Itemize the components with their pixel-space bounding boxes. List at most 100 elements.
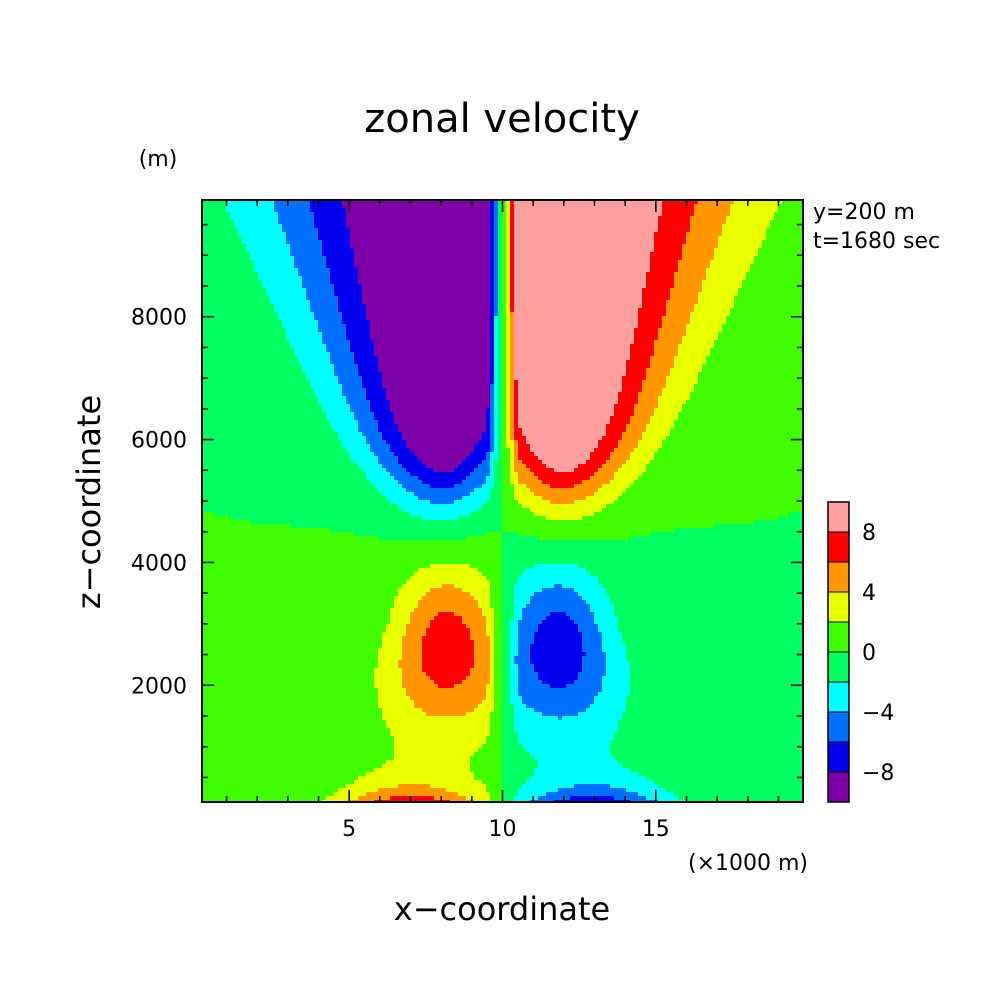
heatmap-cell bbox=[498, 264, 503, 269]
heatmap-cell bbox=[754, 276, 759, 281]
heatmap-cell bbox=[318, 280, 323, 285]
heatmap-cell bbox=[590, 228, 595, 233]
heatmap-cell bbox=[362, 212, 367, 217]
heatmap-cell bbox=[550, 204, 555, 209]
heatmap-cell bbox=[206, 308, 211, 313]
heatmap-cell bbox=[550, 300, 555, 305]
heatmap-cell bbox=[722, 304, 727, 309]
heatmap-cell bbox=[774, 208, 779, 213]
heatmap-cell bbox=[394, 260, 399, 265]
heatmap-cell bbox=[386, 240, 391, 245]
heatmap-cell bbox=[710, 228, 715, 233]
heatmap-cell bbox=[490, 220, 495, 225]
heatmap-cell bbox=[726, 228, 731, 233]
heatmap-cell bbox=[566, 288, 571, 293]
heatmap-cell bbox=[290, 220, 295, 225]
heatmap-cell bbox=[234, 316, 239, 321]
heatmap-cell bbox=[714, 244, 719, 249]
heatmap-cell bbox=[310, 260, 315, 265]
heatmap-cell bbox=[486, 280, 491, 285]
heatmap-cell bbox=[474, 212, 479, 217]
heatmap-cell bbox=[470, 276, 475, 281]
heatmap-cell bbox=[590, 280, 595, 285]
heatmap-cell bbox=[770, 284, 775, 289]
heatmap-cell bbox=[494, 264, 499, 269]
heatmap-cell bbox=[222, 208, 227, 213]
heatmap-cell bbox=[294, 296, 299, 301]
heatmap-cell bbox=[578, 232, 583, 237]
heatmap-cell bbox=[418, 280, 423, 285]
heatmap-cell bbox=[230, 256, 235, 261]
heatmap-cell bbox=[594, 312, 599, 317]
heatmap-cell bbox=[570, 260, 575, 265]
heatmap-cell bbox=[210, 264, 215, 269]
heatmap-cell bbox=[226, 312, 231, 317]
heatmap-cell bbox=[210, 312, 215, 317]
heatmap-cell bbox=[426, 236, 431, 241]
heatmap-cell bbox=[242, 272, 247, 277]
heatmap-cell bbox=[258, 244, 263, 249]
heatmap-cell bbox=[786, 204, 791, 209]
heatmap-cell bbox=[434, 300, 439, 305]
heatmap-cell bbox=[330, 208, 335, 213]
heatmap-cell bbox=[778, 328, 783, 333]
heatmap-cell bbox=[770, 288, 775, 293]
heatmap-cell bbox=[694, 280, 699, 285]
heatmap-cell bbox=[430, 236, 435, 241]
heatmap-cell bbox=[606, 284, 611, 289]
heatmap-cell bbox=[206, 232, 211, 237]
heatmap-cell bbox=[378, 224, 383, 229]
heatmap-cell bbox=[626, 304, 631, 309]
heatmap-cell bbox=[558, 244, 563, 249]
heatmap-cell bbox=[666, 308, 671, 313]
heatmap-cell bbox=[478, 328, 483, 333]
heatmap-cell bbox=[658, 212, 663, 217]
heatmap-cell bbox=[414, 232, 419, 237]
heatmap-cell bbox=[414, 300, 419, 305]
heatmap-cell bbox=[290, 244, 295, 249]
heatmap-cell bbox=[546, 204, 551, 209]
heatmap-cell bbox=[514, 304, 519, 309]
heatmap-cell bbox=[786, 292, 791, 297]
heatmap-cell bbox=[606, 240, 611, 245]
heatmap-cell bbox=[782, 228, 787, 233]
heatmap-cell bbox=[270, 252, 275, 257]
heatmap-cell bbox=[570, 268, 575, 273]
heatmap-cell bbox=[590, 248, 595, 253]
heatmap-cell bbox=[422, 308, 427, 313]
heatmap-cell bbox=[566, 308, 571, 313]
heatmap-cell bbox=[770, 276, 775, 281]
heatmap-cell bbox=[630, 236, 635, 241]
heatmap-cell bbox=[234, 252, 239, 257]
heatmap-cell bbox=[438, 240, 443, 245]
heatmap-cell bbox=[226, 332, 231, 337]
heatmap-cell bbox=[470, 288, 475, 293]
heatmap-cell bbox=[494, 312, 499, 317]
heatmap-cell bbox=[698, 324, 703, 329]
heatmap-cell bbox=[246, 276, 251, 281]
heatmap-cell bbox=[442, 224, 447, 229]
heatmap-cell bbox=[210, 260, 215, 265]
heatmap-cell bbox=[490, 216, 495, 221]
heatmap-cell bbox=[210, 252, 215, 257]
heatmap-cell bbox=[774, 224, 779, 229]
heatmap-cell bbox=[662, 212, 667, 217]
heatmap-cell bbox=[590, 224, 595, 229]
heatmap-cell bbox=[222, 284, 227, 289]
heatmap-cell bbox=[590, 308, 595, 313]
heatmap-cell bbox=[390, 280, 395, 285]
heatmap-cell bbox=[350, 204, 355, 209]
heatmap-cell bbox=[274, 280, 279, 285]
heatmap-cell bbox=[654, 320, 659, 325]
heatmap-cell bbox=[622, 264, 627, 269]
heatmap-cell bbox=[742, 264, 747, 269]
heatmap-cell bbox=[746, 208, 751, 213]
heatmap-cell bbox=[422, 208, 427, 213]
heatmap-cell bbox=[290, 328, 295, 333]
heatmap-cell bbox=[794, 288, 799, 293]
heatmap-cell bbox=[450, 228, 455, 233]
heatmap-cell bbox=[514, 316, 519, 321]
heatmap-cell bbox=[522, 284, 527, 289]
heatmap-cell bbox=[322, 252, 327, 257]
heatmap-cell bbox=[602, 212, 607, 217]
